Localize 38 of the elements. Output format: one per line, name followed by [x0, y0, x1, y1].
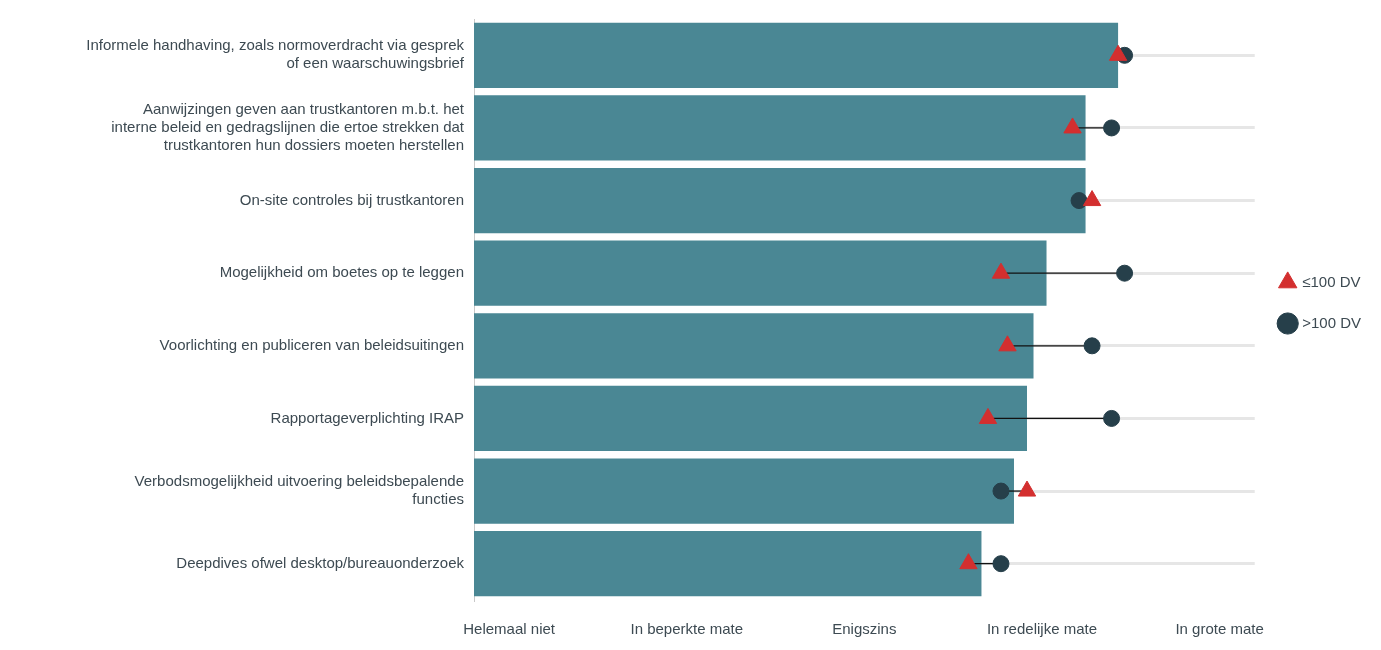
point — [978, 407, 998, 424]
text: In grote mate — [1175, 619, 1264, 637]
bar — [474, 240, 1047, 306]
point — [1108, 44, 1128, 61]
point — [1116, 264, 1134, 282]
y-tick-label: Voorlichting en publiceren van beleidsuitingen — [159, 335, 464, 353]
bar — [474, 22, 1119, 88]
bar — [474, 531, 982, 597]
point — [1082, 190, 1102, 207]
text: In redelijke mate — [986, 619, 1097, 637]
y-tick-label: Verbodsmogelijkheid uitvoering beleidsbepalende functies — [134, 472, 464, 508]
y-tick-label: Rapportageverplichting IRAP — [270, 408, 464, 426]
point — [991, 262, 1011, 279]
legend-label: >100 DV — [1302, 313, 1362, 331]
y-tick-label: Informele handhaving, zoals normoverdracht via gesprek of een waarschuwingsbrief — [86, 36, 465, 72]
point — [1103, 409, 1121, 427]
point — [992, 555, 1010, 573]
point — [998, 335, 1017, 352]
point — [1063, 117, 1082, 134]
text: Helemaal niet — [463, 619, 556, 637]
point — [992, 482, 1010, 500]
point — [1083, 337, 1101, 355]
bar — [474, 458, 1014, 524]
bar — [474, 95, 1086, 161]
y-tick-label: Deepdives ofwel desktop/bureauonderzoek — [176, 553, 465, 571]
point — [1103, 119, 1121, 137]
point — [959, 553, 978, 570]
point — [1070, 192, 1088, 210]
bar — [474, 313, 1034, 379]
bar — [474, 385, 1027, 452]
y-tick-label: Aanwijzingen geven aan trustkantoren m.b.t. het interne beleid en gedragslijnen die ertoe strekken dat trustkantoren hun dossiers moeten herstellen — [111, 100, 465, 154]
y-tick-label: On-site controles bij trustkantoren — [239, 190, 464, 208]
y-tick-label: Mogelijkheid om boetes op te leggen — [219, 263, 464, 281]
text: Enigszins — [832, 619, 897, 637]
text: In beperkte mate — [630, 619, 744, 637]
legend-label: ≤100 DV — [1302, 272, 1361, 290]
point — [1017, 480, 1037, 497]
bar — [474, 167, 1086, 234]
